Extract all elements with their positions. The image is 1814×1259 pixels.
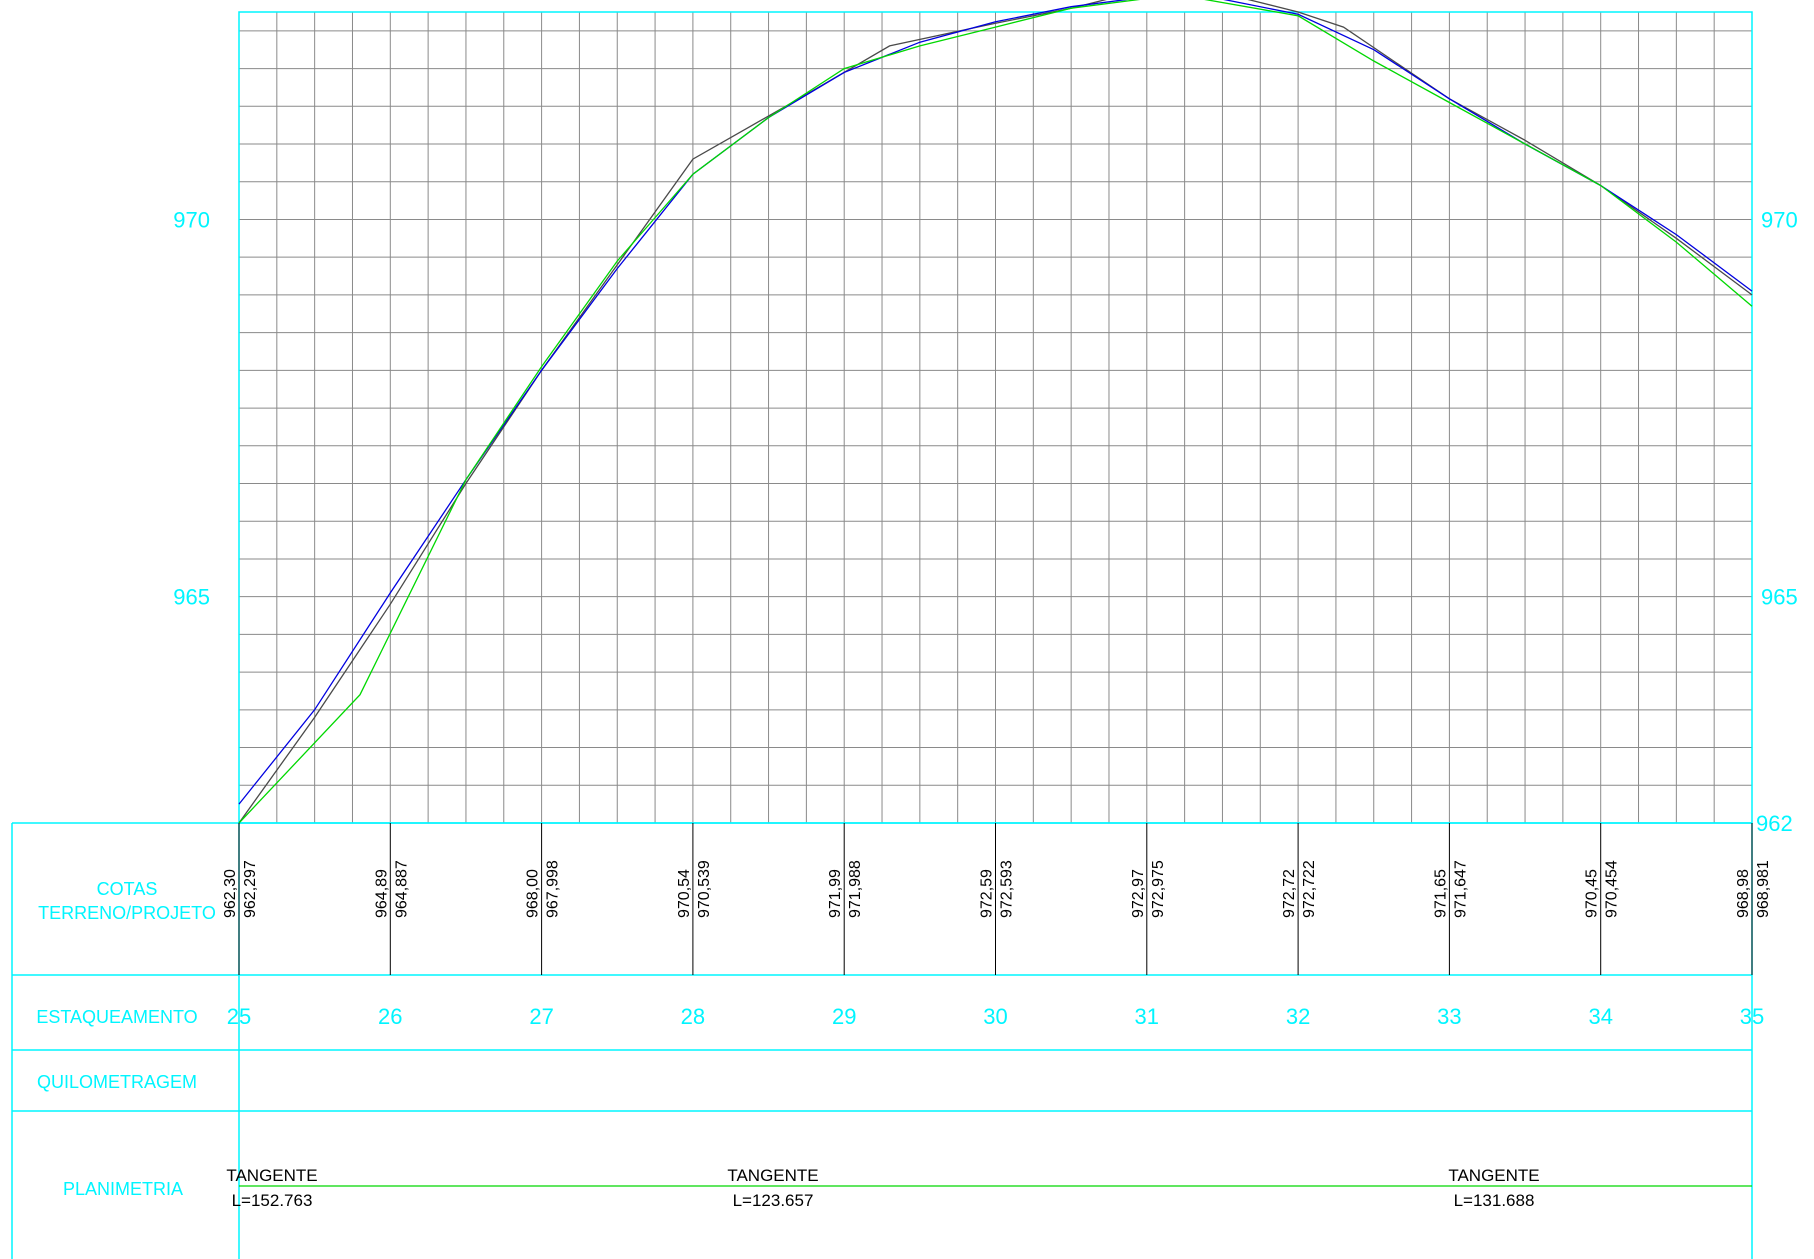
station-label: 26 — [378, 1004, 402, 1029]
station-row: 25 26 27 28 29 30 31 32 33 34 35 — [227, 1004, 1764, 1029]
elevation-axis: 965 965 970 970 962 — [173, 207, 1797, 836]
station-label: 27 — [529, 1004, 553, 1029]
cota-projeto: 972,593 — [999, 860, 1016, 918]
cota-projeto: 971,647 — [1452, 860, 1469, 918]
cotas-row: 962,30 962,297 964,89 964,887 968,00 967,998 9… — [222, 823, 1772, 975]
cota-projeto: 962,297 — [242, 860, 259, 918]
tangent-length: L=131.688 — [1454, 1191, 1535, 1210]
elevation-label-right: 965 — [1761, 585, 1798, 610]
profile-grid — [238, 11, 1753, 824]
cota-projeto: 971,988 — [847, 860, 864, 918]
cota-projeto: 968,981 — [1755, 860, 1772, 918]
profile-line-0 — [238, 0, 1753, 824]
elevation-label-right: 970 — [1761, 207, 1798, 232]
station-label: 25 — [227, 1004, 251, 1029]
elevation-label-left: 970 — [173, 207, 210, 232]
cota-projeto: 972,975 — [1150, 860, 1167, 918]
tangent-label: TANGENTE — [226, 1166, 317, 1185]
cota-terreno: 972,72 — [1281, 869, 1298, 918]
cota-projeto: 967,998 — [545, 860, 562, 918]
cota-projeto: 970,539 — [696, 860, 713, 918]
tangent-label: TANGENTE — [727, 1166, 818, 1185]
station-label: 33 — [1437, 1004, 1461, 1029]
cota-terreno: 964,89 — [373, 869, 390, 918]
cota-terreno: 968,00 — [525, 869, 542, 918]
cota-terreno: 972,59 — [979, 869, 996, 918]
cota-terreno: 970,45 — [1584, 869, 1601, 918]
station-label: 34 — [1588, 1004, 1612, 1029]
row-label-planimetria: PLANIMETRIA — [63, 1179, 183, 1199]
row-label-quilometragem: QUILOMETRAGEM — [37, 1072, 197, 1092]
elevation-label-left: 965 — [173, 585, 210, 610]
profile-curves — [238, 0, 1753, 824]
station-label: 35 — [1740, 1004, 1764, 1029]
cota-terreno: 970,54 — [676, 869, 693, 918]
profile-line-1 — [238, 0, 1753, 805]
row-label-terreno-projeto: TERRENO/PROJETO — [38, 903, 216, 923]
row-label-estaqueamento: ESTAQUEAMENTO — [36, 1007, 197, 1027]
cota-terreno: 971,99 — [827, 869, 844, 918]
profile-line-2 — [238, 0, 1753, 824]
tangent-length: L=123.657 — [733, 1191, 814, 1210]
station-label: 29 — [832, 1004, 856, 1029]
cota-terreno: 971,65 — [1432, 869, 1449, 918]
tangent-label: TANGENTE — [1448, 1166, 1539, 1185]
station-label: 30 — [983, 1004, 1007, 1029]
cota-projeto: 964,887 — [393, 860, 410, 918]
cota-terreno: 972,97 — [1130, 869, 1147, 918]
station-label: 28 — [681, 1004, 705, 1029]
row-label-cotas: COTAS — [97, 879, 158, 899]
cota-terreno: 968,98 — [1735, 869, 1752, 918]
elevation-label-bottom: 962 — [1756, 811, 1793, 836]
cota-terreno: 962,30 — [222, 869, 239, 918]
planimetria-row: TANGENTE L=152.763 TANGENTE L=123.657 TANGEN… — [226, 1166, 1752, 1210]
cota-projeto: 972,722 — [1301, 860, 1318, 918]
station-label: 31 — [1135, 1004, 1159, 1029]
tangent-length: L=152.763 — [232, 1191, 313, 1210]
cota-projeto: 970,454 — [1604, 860, 1621, 918]
station-label: 32 — [1286, 1004, 1310, 1029]
